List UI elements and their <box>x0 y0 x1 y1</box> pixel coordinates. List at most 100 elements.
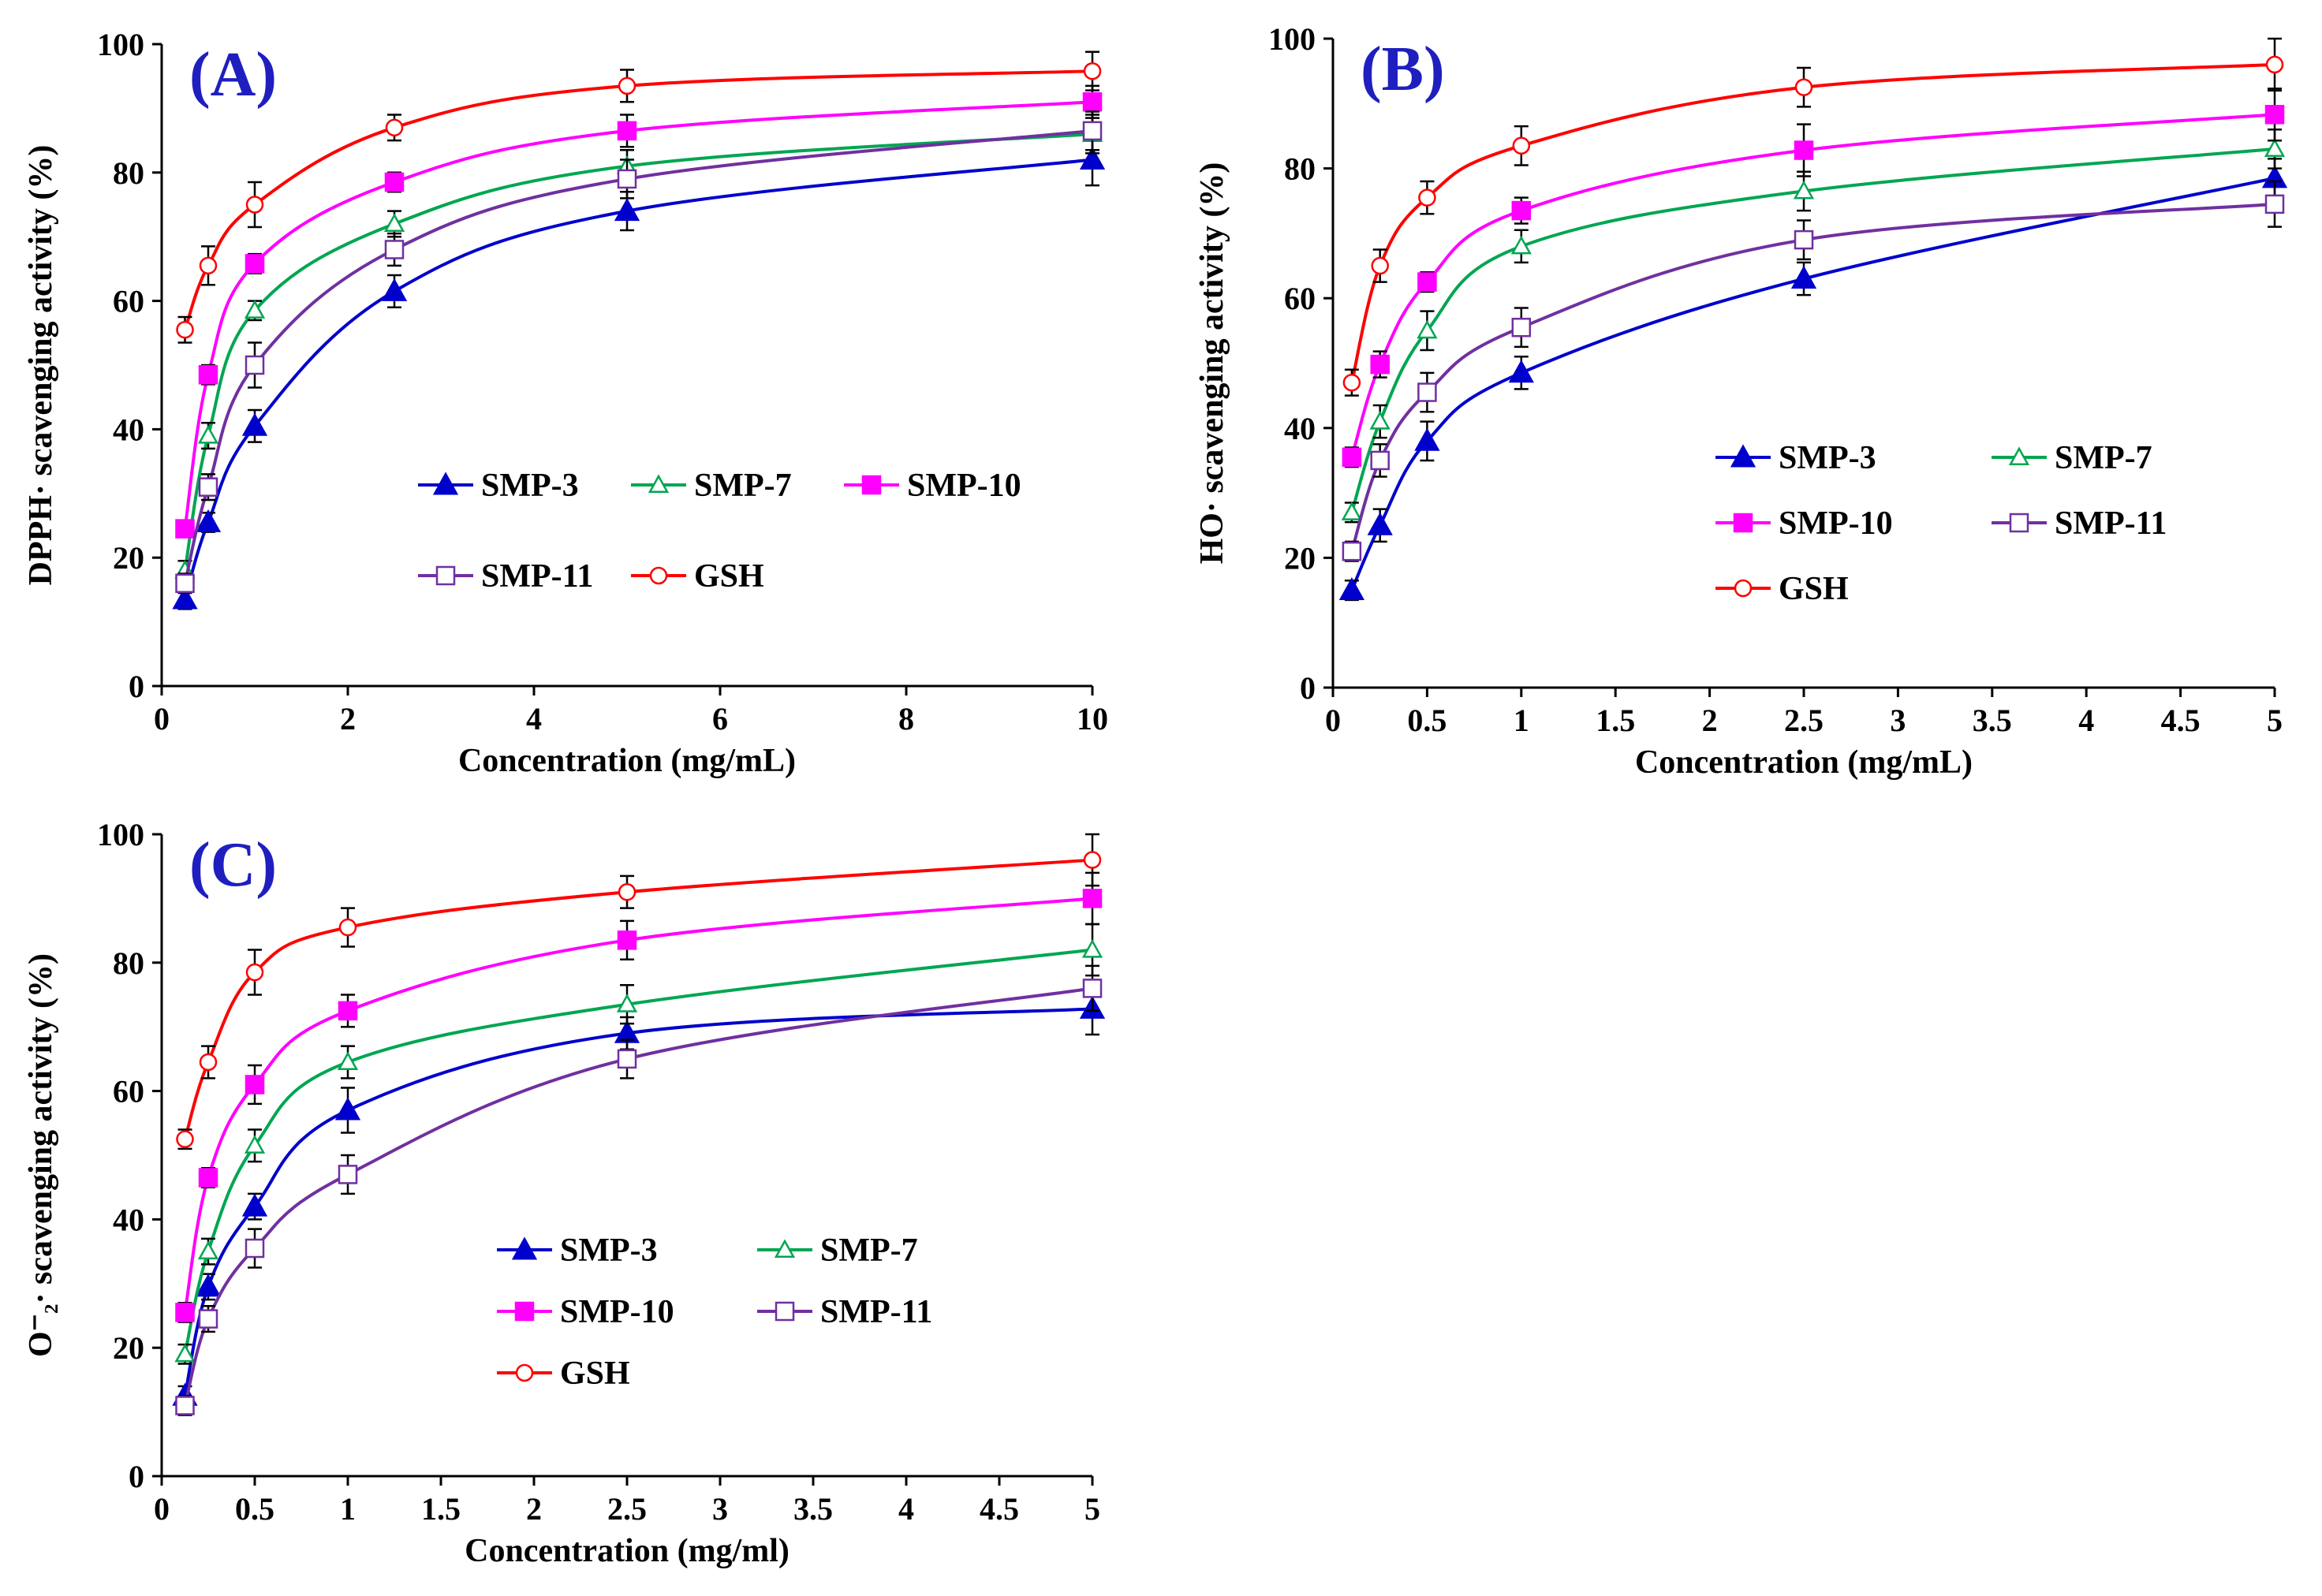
data-point <box>1794 78 1813 96</box>
legend-marker <box>649 566 668 585</box>
x-tick-label: 3.5 <box>793 1491 833 1527</box>
legend-label: SMP-10 <box>907 468 1021 504</box>
series-smp-7 <box>174 114 1103 581</box>
data-point <box>175 519 195 539</box>
y-tick-label: 40 <box>113 412 144 447</box>
panel-1: 0 20 40 60 80 100 0 2 4 6 8 10 Concentration (mg/mL)… <box>23 27 1108 779</box>
legend-item-smp-3: SMP-3 <box>418 468 579 504</box>
data-point <box>1370 354 1390 375</box>
panel-label: (B) <box>1361 35 1445 104</box>
y-tick-label: 40 <box>113 1202 144 1237</box>
data-point <box>1083 851 1102 869</box>
legend-item-smp-7: SMP-7 <box>1992 440 2152 476</box>
x-tick-label: 1.5 <box>421 1491 461 1527</box>
legend-label: SMP-3 <box>1779 440 1876 476</box>
series-smp-7 <box>1341 128 2286 524</box>
legend-marker <box>514 1301 535 1322</box>
series-gsh <box>1342 37 2284 397</box>
data-point <box>245 196 264 214</box>
x-tick-label: 0 <box>154 701 170 736</box>
data-point <box>245 963 264 982</box>
data-point <box>1790 265 1817 289</box>
series-smp-10 <box>175 871 1103 1323</box>
data-point <box>1081 938 1103 958</box>
y-tick-label: 60 <box>1284 281 1316 316</box>
data-point <box>175 1396 195 1415</box>
series-line <box>183 132 1093 571</box>
series-smp-11 <box>175 964 1103 1416</box>
data-point <box>195 509 222 532</box>
x-tick-label: 1.5 <box>1596 703 1635 738</box>
panel-2: 0 20 40 60 80 100 0 0.5 1 1.5 2 2.5 3 3.5 4 4.5 5 Concent… <box>1194 21 2288 781</box>
data-point <box>617 121 637 141</box>
data-point <box>176 320 194 339</box>
y-tick-label: 60 <box>113 1074 144 1109</box>
legend-marker <box>774 1239 796 1259</box>
x-tick-label: 3 <box>1890 703 1906 738</box>
x-tick-label: 0.5 <box>1407 703 1447 738</box>
data-point <box>1511 200 1532 221</box>
data-point <box>1370 450 1390 471</box>
data-point <box>245 254 265 274</box>
legend-marker <box>861 475 882 495</box>
data-point <box>245 355 265 375</box>
legend-label: SMP-3 <box>560 1232 658 1269</box>
data-point <box>1367 512 1393 535</box>
legend-item-smp-3: SMP-3 <box>1715 440 1876 476</box>
data-point <box>1417 382 1437 402</box>
series-line <box>183 986 1093 1406</box>
legend-label: SMP-11 <box>2055 505 2167 542</box>
data-point <box>197 424 219 444</box>
y-tick-label: 40 <box>1284 411 1316 446</box>
series-smp-10 <box>175 84 1103 539</box>
x-tick-label: 4 <box>526 701 542 736</box>
data-point <box>198 477 218 497</box>
data-point <box>618 76 636 95</box>
data-point <box>245 1075 265 1094</box>
legend-item-smp-7: SMP-7 <box>757 1232 918 1269</box>
legend-label: GSH <box>560 1355 630 1392</box>
data-point <box>1510 235 1532 255</box>
data-point <box>338 918 357 937</box>
data-point <box>1342 373 1361 392</box>
y-tick-label: 20 <box>113 540 144 576</box>
data-point <box>1083 62 1102 80</box>
y-tick-label: 0 <box>1300 670 1316 706</box>
x-tick-label: 5 <box>1084 1491 1100 1527</box>
data-point <box>2265 55 2284 74</box>
x-tick-label: 8 <box>898 701 914 736</box>
y-tick-label: 80 <box>113 155 144 191</box>
x-tick-label: 1 <box>340 1491 356 1527</box>
data-point <box>241 412 268 436</box>
series-line <box>183 858 1093 1140</box>
data-point <box>385 118 404 137</box>
data-point <box>614 198 640 222</box>
data-point <box>174 1343 196 1363</box>
data-point <box>244 300 266 319</box>
data-point <box>1418 188 1436 207</box>
legend-marker <box>1730 444 1756 468</box>
data-point <box>1082 889 1103 908</box>
x-axis-title: Concentration (mg/mL) <box>1635 744 1973 781</box>
data-point <box>618 883 636 901</box>
x-axis-title: Concentration (mg/mL) <box>458 743 796 779</box>
series-line <box>1350 202 2275 552</box>
data-point <box>338 1165 358 1184</box>
data-point <box>1794 229 1814 250</box>
legend: SMP-3 SMP-7 SMP-10 SMP-11 GSH <box>1715 440 2167 607</box>
y-tick-label: 20 <box>1284 540 1316 576</box>
data-point <box>198 1309 218 1329</box>
data-point <box>617 169 637 189</box>
data-point <box>197 1240 219 1260</box>
x-tick-label: 4.5 <box>2161 703 2201 738</box>
data-point <box>1082 979 1103 998</box>
y-tick-label: 60 <box>113 284 144 319</box>
x-tick-label: 2 <box>1702 703 1718 738</box>
data-point <box>334 1097 361 1121</box>
data-point <box>175 1303 195 1322</box>
data-point <box>175 573 195 594</box>
panel-label: (A) <box>189 40 277 110</box>
legend-item-smp-10: SMP-10 <box>844 468 1021 504</box>
legend-item-gsh: GSH <box>631 558 764 595</box>
